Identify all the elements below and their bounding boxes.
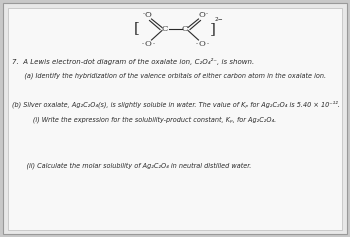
Text: ··: ·· <box>201 10 203 15</box>
Text: O: O <box>145 40 152 48</box>
Text: 7.  A Lewis electron-dot diagram of the oxalate ion, C₂O₄²⁻, is shown.: 7. A Lewis electron-dot diagram of the o… <box>12 58 254 65</box>
Text: (a) Identify the hybridization of the valence orbitals of either carbon atom in : (a) Identify the hybridization of the va… <box>18 72 326 79</box>
Text: O: O <box>198 11 205 19</box>
Text: ··: ·· <box>142 12 145 17</box>
Text: ··: ·· <box>205 12 208 17</box>
Text: ··: ·· <box>141 41 144 46</box>
Text: O: O <box>198 40 205 48</box>
Text: ··: ·· <box>152 41 155 46</box>
Text: 2−: 2− <box>215 17 223 22</box>
Text: (b) Silver oxalate, Ag₂C₂O₄(s), is slightly soluble in water. The value of Kₚ fo: (b) Silver oxalate, Ag₂C₂O₄(s), is sligh… <box>12 100 340 108</box>
Text: C: C <box>162 25 168 33</box>
Text: (i) Write the expression for the solubility-product constant, Kₚ, for Ag₂C₂O₄.: (i) Write the expression for the solubil… <box>18 116 276 123</box>
Text: (ii) Calculate the molar solubility of Ag₂C₂O₄ in neutral distilled water.: (ii) Calculate the molar solubility of A… <box>18 162 251 169</box>
Text: ··: ·· <box>147 10 149 15</box>
Text: C: C <box>182 25 188 33</box>
Text: ]: ] <box>210 22 216 36</box>
Text: ··: ·· <box>195 41 198 46</box>
Text: [: [ <box>134 21 140 35</box>
Text: O: O <box>145 11 152 19</box>
Text: ··: ·· <box>206 41 209 46</box>
